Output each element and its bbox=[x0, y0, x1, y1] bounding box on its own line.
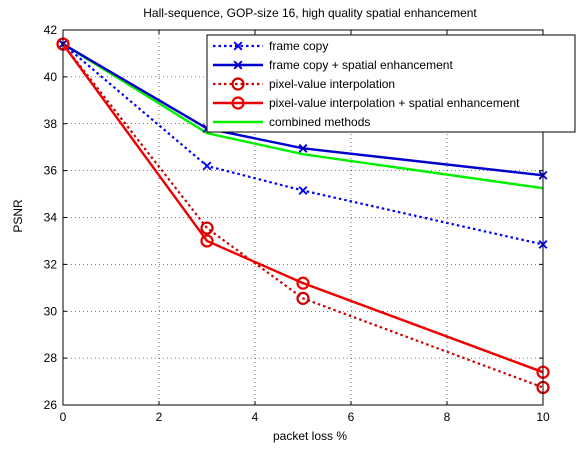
y-tick-label: 42 bbox=[44, 23, 58, 37]
series-4 bbox=[62, 43, 544, 190]
x-tick-label: 6 bbox=[348, 410, 355, 424]
legend-label: pixel-value interpolation + spatial enha… bbox=[269, 96, 520, 110]
series-line bbox=[62, 43, 544, 374]
series-point-x-marker bbox=[298, 186, 308, 196]
series-point-circle-marker bbox=[200, 221, 214, 235]
x-tick-label: 0 bbox=[60, 410, 67, 424]
legend-box bbox=[206, 34, 576, 133]
y-tick-label: 30 bbox=[44, 304, 58, 318]
series-point-circle-marker bbox=[296, 291, 310, 305]
y-tick-label: 38 bbox=[44, 117, 58, 131]
legend-label: pixel-value interpolation bbox=[269, 77, 395, 91]
legend-item: pixel-value interpolation bbox=[213, 77, 395, 91]
y-tick-label: 40 bbox=[44, 70, 58, 84]
series-line bbox=[62, 43, 544, 246]
y-tick-label: 28 bbox=[44, 351, 58, 365]
x-tick-label: 8 bbox=[444, 410, 451, 424]
legend-circle-marker bbox=[231, 77, 245, 91]
series-line bbox=[62, 43, 544, 190]
series-line bbox=[62, 43, 544, 177]
x-tick-label: 2 bbox=[156, 410, 163, 424]
x-tick-label: 4 bbox=[252, 410, 259, 424]
legend-x-marker bbox=[233, 60, 243, 70]
legend-label: combined methods bbox=[269, 115, 370, 129]
legend-label: frame copy + spatial enhancement bbox=[269, 58, 453, 72]
legend-item: combined methods bbox=[213, 115, 370, 129]
series-layer bbox=[56, 37, 550, 395]
series-point-circle-marker bbox=[200, 234, 214, 248]
x-axis-label: packet loss % bbox=[273, 429, 347, 443]
series-point-x-marker bbox=[298, 143, 308, 153]
x-tick-label: 10 bbox=[536, 410, 550, 424]
series-point-circle-marker bbox=[296, 276, 310, 290]
y-tick-label: 34 bbox=[44, 211, 58, 225]
chart-title: Hall-sequence, GOP-size 16, high quality… bbox=[143, 6, 477, 20]
legend-circle-marker bbox=[231, 96, 245, 110]
legend: frame copy frame copy + spatial enhanceme… bbox=[206, 34, 576, 133]
y-tick-label: 26 bbox=[44, 398, 58, 412]
legend-item: frame copy + spatial enhancement bbox=[213, 58, 453, 72]
legend-label: frame copy bbox=[269, 39, 328, 53]
legend-x-marker bbox=[233, 41, 243, 51]
tick-layer: 0 2 4 6 8 10 26 28 30 32 34 36 38 40 42 bbox=[44, 23, 550, 424]
series-point-x-marker bbox=[202, 161, 212, 171]
y-tick-label: 32 bbox=[44, 257, 58, 271]
y-tick-label: 36 bbox=[44, 164, 58, 178]
y-axis-label: PSNR bbox=[11, 199, 25, 233]
legend-item: pixel-value interpolation + spatial enha… bbox=[213, 96, 520, 110]
legend-item: frame copy bbox=[213, 39, 328, 53]
